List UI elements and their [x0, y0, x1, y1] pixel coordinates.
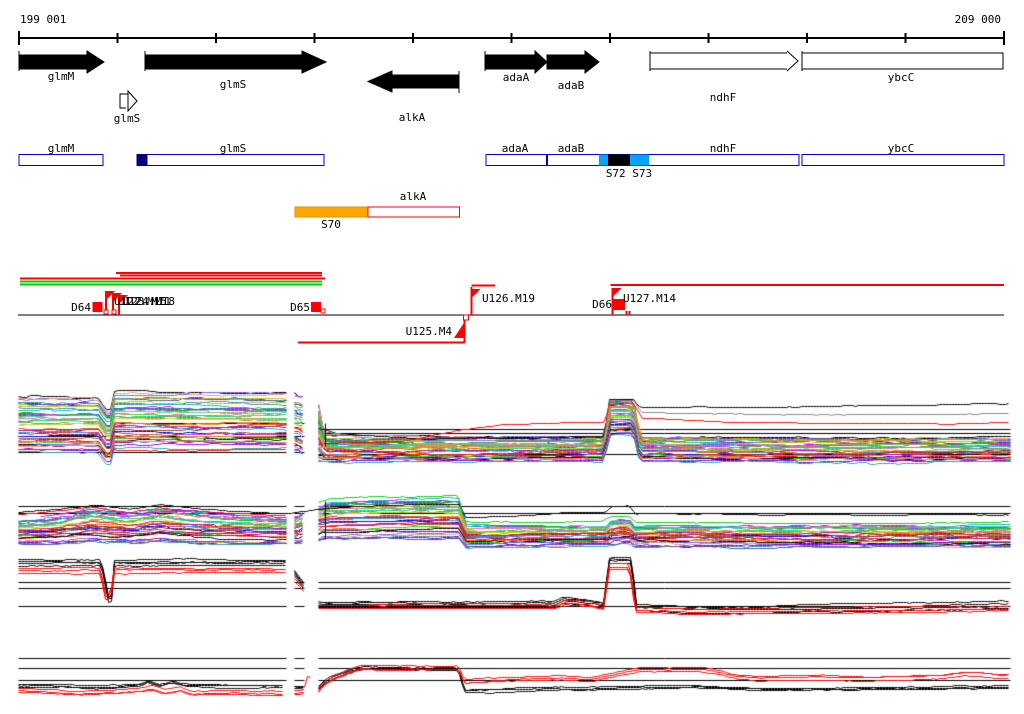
gene-arrow-glmM[interactable]	[18, 50, 105, 74]
gene-open-rect-ybcC[interactable]	[801, 52, 1004, 70]
cds-block-cyan[interactable]	[630, 154, 649, 166]
flag-label: U126.M19	[482, 292, 535, 305]
cds-block-black[interactable]	[608, 154, 630, 166]
cds-box-glmM[interactable]	[18, 154, 104, 166]
gene-label: ybcC	[888, 71, 915, 84]
gene-arrow-adaA[interactable]	[484, 49, 548, 75]
flag-triangle[interactable]	[119, 295, 128, 304]
flag-small-tick[interactable]	[625, 311, 628, 315]
gene-label: adaA	[503, 71, 530, 84]
flag-triangle[interactable]	[471, 289, 481, 298]
gene-label: ndhF	[710, 91, 737, 104]
deletion-flag-box[interactable]	[613, 299, 626, 310]
cds-label: adaA	[502, 142, 529, 155]
flag-open-square[interactable]	[111, 309, 117, 315]
gene-arrow-adaB[interactable]	[546, 49, 600, 75]
flag-triangle[interactable]	[612, 288, 622, 297]
flag-label: U123.M11	[118, 295, 171, 308]
cds-label: S72 S73	[606, 167, 652, 180]
gene-open-arrowhead-ndhF[interactable]	[786, 50, 799, 72]
cds-box-glmS[interactable]	[136, 154, 325, 166]
deletion-flag-box[interactable]	[311, 302, 321, 312]
flag-label: U122.M15	[114, 295, 167, 308]
flag-label: D66	[592, 298, 612, 311]
gene-arrow-alkA[interactable]	[366, 70, 460, 93]
flag-open-square[interactable]	[103, 309, 109, 315]
ruler-start-coordinate: 199 001	[20, 13, 67, 26]
cds-label: adaB	[558, 142, 585, 155]
alka-open-box[interactable]	[367, 206, 460, 218]
cds-label: ndhF	[710, 142, 737, 155]
gene-label: alkA	[399, 111, 426, 124]
flag-label: U127.M14	[623, 292, 676, 305]
gene-label: adaB	[558, 79, 585, 92]
deletion-flag-box[interactable]	[92, 302, 103, 312]
flag-triangle-down[interactable]	[454, 322, 465, 338]
flag-label: U125.M4	[406, 325, 453, 338]
gene-label: glmS	[220, 78, 247, 91]
flag-small-tick[interactable]	[628, 311, 631, 315]
cds-label: glmS	[220, 142, 247, 155]
gene-label: glmS	[114, 112, 141, 125]
gene-open-arrow-glmS-alt[interactable]	[119, 93, 128, 109]
flag-label: U124.M18	[122, 295, 175, 308]
flag-triangle[interactable]	[106, 291, 115, 300]
flag-label: D65	[290, 301, 310, 314]
flag-open-square[interactable]	[463, 314, 469, 321]
ruler-end-coordinate: 209 000	[954, 13, 1001, 26]
gene-open-arrowhead-glmS-alt[interactable]	[127, 89, 138, 113]
gene-arrow-glmS[interactable]	[144, 50, 328, 74]
flag-open-square[interactable]	[320, 308, 326, 314]
s70-orange-box[interactable]	[294, 206, 369, 218]
cds-label: ybcC	[888, 142, 915, 155]
cds-start-block	[136, 154, 148, 166]
flag-label: D64	[71, 301, 91, 314]
s70-track-label: S70	[321, 218, 341, 231]
cds-box-ybcC[interactable]	[801, 154, 1005, 166]
cds-block-cyan[interactable]	[599, 154, 608, 166]
s70-track-label: alkA	[400, 190, 427, 203]
cds-label: glmM	[48, 142, 75, 155]
gene-label: glmM	[48, 70, 75, 83]
